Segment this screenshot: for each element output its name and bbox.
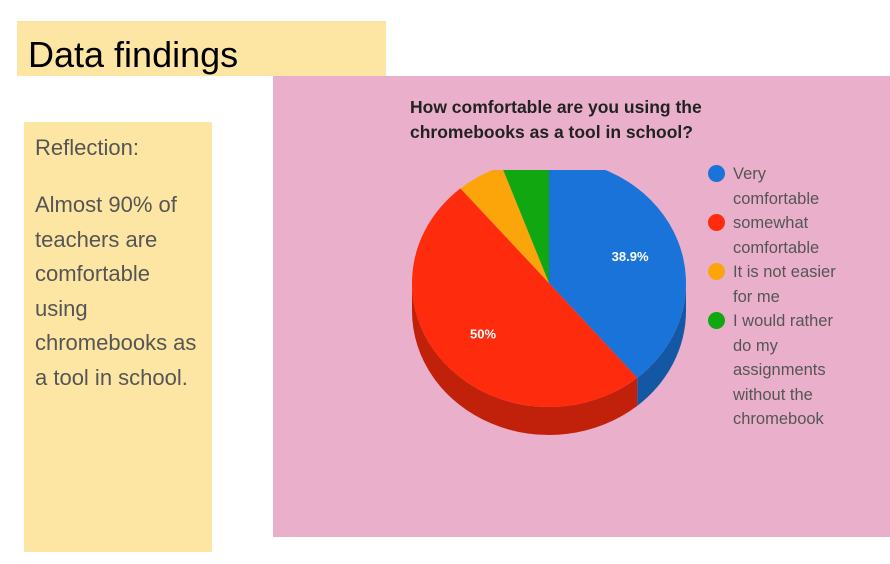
reflection-heading: Reflection: bbox=[35, 135, 139, 160]
slice-label-very-comfortable: 38.9% bbox=[612, 249, 649, 264]
pie-chart: 38.9% 50% bbox=[412, 170, 686, 435]
legend-item-it-is-not-easier-for-me: It is not easier for me bbox=[706, 260, 886, 309]
pie-slice-somewhat-comfortable bbox=[412, 188, 638, 407]
chart-legend: Very comfortable somewhat comfortable It i… bbox=[706, 162, 886, 432]
legend-item-i-would-rather-do-my-assignments-without-the-chromebook: I would rather do my assignments without… bbox=[706, 309, 886, 432]
slice-label-somewhat-comfortable: 50% bbox=[470, 326, 496, 341]
reflection-text: Almost 90% of teachers are comfortable u… bbox=[35, 192, 197, 390]
chart-title: How comfortable are you using the chrome… bbox=[410, 97, 702, 142]
legend-label: It is not easier for me bbox=[733, 263, 836, 306]
pie-side-somewhat-comfortable bbox=[412, 283, 638, 435]
pie-slice-it-is-not-easier-for-me bbox=[460, 170, 549, 283]
reflection-panel bbox=[24, 122, 212, 552]
legend-dot-icon bbox=[708, 312, 725, 329]
legend-label: I would rather do my assignments without… bbox=[733, 312, 833, 428]
legend-item-somewhat-comfortable: somewhat comfortable bbox=[706, 211, 886, 260]
pie-side-very-comfortable bbox=[637, 283, 686, 406]
pie-slice-very-comfortable bbox=[549, 170, 686, 378]
legend-dot-icon bbox=[708, 214, 725, 231]
legend-dot-icon bbox=[708, 165, 725, 182]
legend-item-very-comfortable: Very comfortable bbox=[706, 162, 886, 211]
legend-label: somewhat comfortable bbox=[733, 214, 820, 257]
pie-slice-i-would-rather-do-my-assignments-without-the-chromebook bbox=[503, 170, 549, 283]
title-background bbox=[17, 21, 386, 76]
legend-label: Very comfortable bbox=[733, 165, 820, 208]
page-title: Data findings bbox=[28, 34, 239, 75]
legend-dot-icon bbox=[708, 263, 725, 280]
